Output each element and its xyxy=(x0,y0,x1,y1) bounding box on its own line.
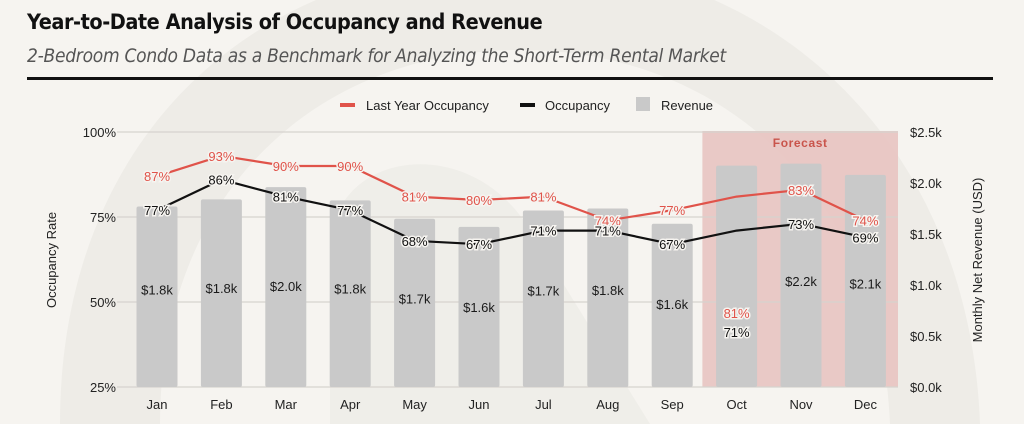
last-year-occupancy-point-label: 74% xyxy=(595,213,621,228)
revenue-bar xyxy=(458,226,500,387)
occupancy-point-label: 86% xyxy=(208,173,234,188)
revenue-bar-label: $1.6k xyxy=(656,297,688,312)
legend-label-revenue: Revenue xyxy=(661,98,713,113)
x-axis-tick-label: Jun xyxy=(469,397,490,412)
occupancy-point-label: 73% xyxy=(788,217,814,232)
left-axis-tick-label: 25% xyxy=(90,380,116,395)
revenue-bar xyxy=(587,208,629,387)
x-axis: Jan Feb Mar Apr May Jun Jul Aug Sep Oct Nov Dec xyxy=(147,397,878,412)
revenue-bar-label: $2.1k xyxy=(849,276,881,291)
chart-subtitle: 2-Bedroom Condo Data as a Benchmark for … xyxy=(27,45,726,67)
legend-swatch-revenue xyxy=(636,97,650,111)
x-axis-tick-label: Mar xyxy=(275,397,298,412)
revenue-bar xyxy=(136,206,178,387)
chart-title: Year-to-Date Analysis of Occupancy and R… xyxy=(27,10,543,34)
right-axis-title: Monthly Net Revenue (USD) xyxy=(970,178,985,343)
x-axis-tick-label: May xyxy=(402,397,427,412)
revenue-bar-label: $1.6k xyxy=(463,300,495,315)
forecast-label: Forecast xyxy=(773,136,828,150)
occupancy-point-label: 77% xyxy=(337,203,363,218)
left-axis: 25% 50% 75% 100% xyxy=(83,125,117,395)
revenue-bar xyxy=(716,165,758,387)
last-year-occupancy-point-label: 81% xyxy=(530,190,556,205)
gridlines xyxy=(117,131,898,388)
revenue-bar-label: $1.7k xyxy=(527,284,559,299)
revenue-bar-label: $1.8k xyxy=(141,283,173,298)
x-axis-tick-label: Sep xyxy=(661,397,684,412)
legend-swatch-occupancy xyxy=(520,103,535,107)
x-axis-tick-label: Feb xyxy=(210,397,232,412)
right-axis-tick-label: $0.5k xyxy=(910,329,942,344)
occupancy-lines xyxy=(156,154,866,246)
x-axis-tick-label: Dec xyxy=(854,397,878,412)
revenue-bar xyxy=(522,210,564,387)
revenue-bar-label: $1.8k xyxy=(592,283,624,298)
revenue-bar-label: $1.8k xyxy=(334,281,366,296)
right-axis-tick-label: $1.0k xyxy=(910,278,942,293)
revenue-bar xyxy=(394,218,436,387)
left-axis-tick-label: 75% xyxy=(90,210,116,225)
last-year-occupancy-point-label: 77% xyxy=(659,203,685,218)
occupancy-point-label: 77% xyxy=(144,203,170,218)
left-axis-tick-label: 100% xyxy=(83,125,117,140)
legend-label-occupancy: Occupancy xyxy=(545,98,611,113)
legend-label-last-year-occupancy: Last Year Occupancy xyxy=(366,98,489,113)
occupancy-point-label: 71% xyxy=(724,325,750,340)
title-divider xyxy=(27,77,993,80)
occupancy-point-label: 67% xyxy=(659,237,685,252)
last-year-occupancy-point-label: 90% xyxy=(273,159,299,174)
right-axis: $0.0k $0.5k $1.0k $1.5k $2.0k $2.5k xyxy=(910,125,942,395)
last-year-occupancy-point-label: 90% xyxy=(337,159,363,174)
revenue-bar-labels: $1.8k $1.8k $2.0k $1.8k $1.7k $1.6k $1.7k $1.8k… xyxy=(141,274,882,315)
revenue-bar xyxy=(780,163,822,387)
revenue-bar-label: $1.8k xyxy=(205,281,237,296)
last-year-occupancy-point-label: 81% xyxy=(402,190,428,205)
occupancy-point-label: 67% xyxy=(466,237,492,252)
right-axis-tick-label: $0.0k xyxy=(910,380,942,395)
revenue-bar xyxy=(200,199,242,387)
occupancy-point-label: 81% xyxy=(273,190,299,205)
last-year-occupancy-point-label: 81% xyxy=(724,306,750,321)
revenue-bar-label: $2.2k xyxy=(785,274,817,289)
last-year-occupancy-point-label: 83% xyxy=(788,183,814,198)
revenue-bar-label: $1.7k xyxy=(399,292,431,307)
legend: Last Year Occupancy Occupancy Revenue xyxy=(340,97,713,113)
right-axis-tick-label: $1.5k xyxy=(910,227,942,242)
x-axis-tick-label: Jul xyxy=(535,397,552,412)
occupancy-point-labels: 87% 93% 90% 90% 81% 80% 81% 74% 77% 81% 83% 74% 77% 8… xyxy=(142,147,880,341)
x-axis-tick-label: Apr xyxy=(340,397,361,412)
left-axis-tick-label: 50% xyxy=(90,295,116,310)
revenue-bar xyxy=(651,223,693,387)
last-year-occupancy-point-label: 74% xyxy=(852,213,878,228)
revenue-bars xyxy=(136,163,886,387)
right-axis-tick-label: $2.5k xyxy=(910,125,942,140)
last-year-occupancy-line xyxy=(156,154,866,222)
occupancy-point-label: 68% xyxy=(402,234,428,249)
x-axis-tick-label: Nov xyxy=(789,397,813,412)
right-axis-tick-label: $2.0k xyxy=(910,176,942,191)
last-year-occupancy-point-label: 93% xyxy=(208,149,234,164)
last-year-occupancy-point-label: 80% xyxy=(466,193,492,208)
occupancy-point-label: 71% xyxy=(530,224,556,239)
x-axis-tick-label: Jan xyxy=(147,397,168,412)
x-axis-tick-label: Aug xyxy=(596,397,619,412)
occupancy-point-label: 71% xyxy=(595,224,621,239)
revenue-bar xyxy=(265,187,307,387)
occupancy-line xyxy=(156,178,866,246)
revenue-bar-label: $2.0k xyxy=(270,279,302,294)
left-axis-title: Occupancy Rate xyxy=(44,212,59,308)
occupancy-point-label: 69% xyxy=(852,230,878,245)
revenue-bar xyxy=(329,200,371,387)
revenue-bar xyxy=(844,174,886,387)
last-year-occupancy-point-label: 87% xyxy=(144,169,170,184)
legend-swatch-last-year-occupancy xyxy=(340,103,355,107)
x-axis-tick-label: Oct xyxy=(726,397,747,412)
